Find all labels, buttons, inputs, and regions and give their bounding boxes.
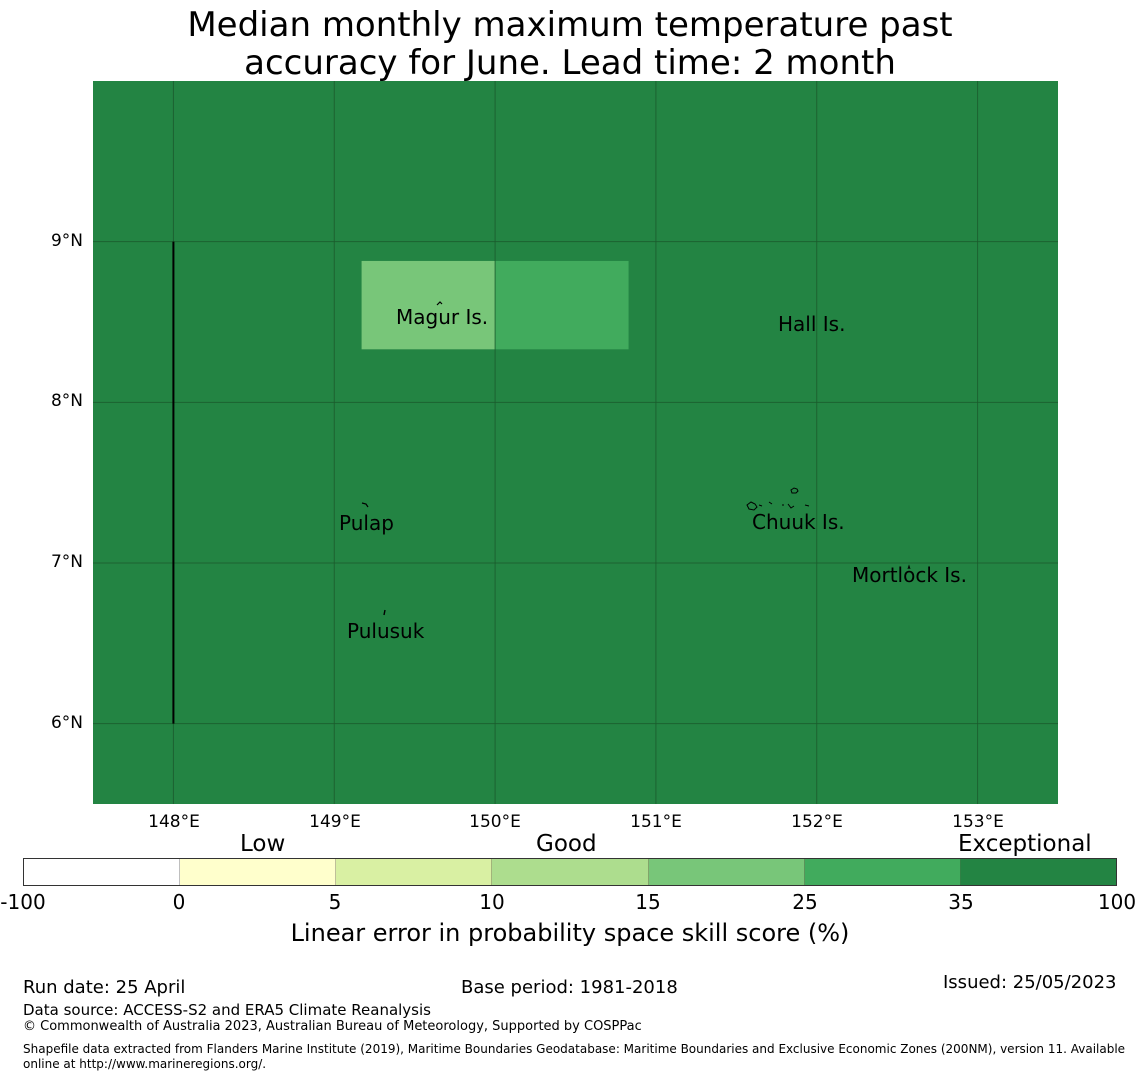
colorbar-segment xyxy=(24,859,181,885)
map-title: Median monthly maximum temperature past … xyxy=(0,6,1140,82)
base-period: Base period: 1981-2018 xyxy=(461,977,678,998)
lat-tick-7n: 7°N xyxy=(50,552,83,572)
colorbar xyxy=(23,858,1117,886)
skill-cell xyxy=(361,260,496,350)
title-line-1: Median monthly maximum temperature past xyxy=(187,5,953,45)
skill-cell xyxy=(495,260,629,350)
colorbar-category-exceptional: Exceptional xyxy=(958,831,1092,857)
island-outline-chuuk xyxy=(790,487,810,507)
map-svg xyxy=(93,81,1058,804)
island-outline-pulap xyxy=(361,502,369,508)
shapefile-credit-line-1: Shapefile data extracted from Flanders M… xyxy=(23,1042,1126,1056)
lat-tick-6n: 6°N xyxy=(50,713,83,733)
colorbar-tick: 5 xyxy=(328,890,342,914)
island-outline-magur xyxy=(436,301,443,306)
colorbar-tick: 15 xyxy=(635,890,661,914)
colorbar-category-good: Good xyxy=(536,831,597,857)
colorbar-tick: 25 xyxy=(792,890,818,914)
lon-tick-153e: 153°E xyxy=(952,812,1004,832)
colorbar-tick: 10 xyxy=(479,890,505,914)
island-outline-mortlock xyxy=(907,564,911,570)
run-date: Run date: 25 April xyxy=(23,977,186,998)
place-label-hall: Hall Is. xyxy=(778,312,846,336)
lon-tick-150e: 150°E xyxy=(469,812,521,832)
colorbar-segment xyxy=(180,859,337,885)
place-label-mortlock: Mortlock Is. xyxy=(852,563,967,587)
lon-tick-152e: 152°E xyxy=(791,812,843,832)
place-label-magur: Magur Is. xyxy=(396,305,489,329)
lon-tick-149e: 149°E xyxy=(309,812,361,832)
map-background xyxy=(93,81,1058,804)
title-line-2: accuracy for June. Lead time: 2 month xyxy=(244,43,896,83)
place-label-pulusuk: Pulusuk xyxy=(347,619,425,643)
colorbar-tick: 0 xyxy=(172,890,186,914)
island-outline-pulusuk xyxy=(383,609,386,616)
shapefile-credit-line-2: online at http://www.marineregions.org/. xyxy=(23,1057,267,1071)
lat-tick-9n: 9°N xyxy=(50,231,83,251)
lat-tick-8n: 8°N xyxy=(50,391,83,411)
colorbar-category-low: Low xyxy=(240,831,286,857)
island-outline-chuuk xyxy=(746,501,758,511)
colorbar-tick: 35 xyxy=(948,890,974,914)
colorbar-tick: -100 xyxy=(0,890,46,914)
colorbar-segment xyxy=(492,859,649,885)
colorbar-tick: 100 xyxy=(1097,890,1137,914)
lon-tick-148e: 148°E xyxy=(148,812,200,832)
colorbar-title: Linear error in probability space skill … xyxy=(290,919,850,947)
colorbar-segment xyxy=(648,859,805,885)
map-panel xyxy=(93,81,1058,804)
place-label-pulap: Pulap xyxy=(339,511,394,535)
island-outline-chuuk xyxy=(758,501,795,509)
data-source: Data source: ACCESS-S2 and ERA5 Climate … xyxy=(23,1001,431,1019)
colorbar-segment xyxy=(804,859,961,885)
copyright: © Commonwealth of Australia 2023, Austra… xyxy=(23,1019,642,1034)
colorbar-segment xyxy=(960,859,1116,885)
colorbar-segment xyxy=(336,859,493,885)
place-label-chuuk: Chuuk Is. xyxy=(752,510,845,534)
issued-date: Issued: 25/05/2023 xyxy=(943,972,1117,993)
lon-tick-151e: 151°E xyxy=(630,812,682,832)
